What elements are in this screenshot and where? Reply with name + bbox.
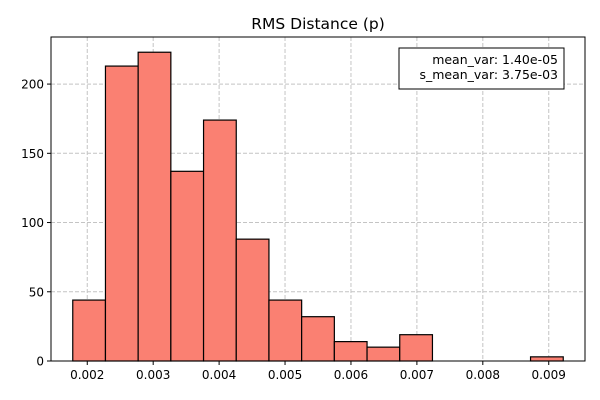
histogram-bar bbox=[529, 356, 564, 362]
x-tick-label: 0.007 bbox=[400, 368, 434, 382]
y-axis: 0 50 100 150 200 bbox=[21, 78, 51, 369]
y-tick-label: 150 bbox=[21, 147, 44, 161]
stats-annotation-box: mean_var: 1.40e-05s_mean_var: 3.75e-03 bbox=[398, 47, 565, 90]
histogram-bar bbox=[235, 238, 270, 362]
x-tick-label: 0.005 bbox=[268, 368, 302, 382]
chart-title: RMS Distance (p) bbox=[251, 15, 385, 33]
x-tick-label: 0.008 bbox=[466, 368, 500, 382]
histogram-bar bbox=[301, 316, 335, 362]
histogram-bar bbox=[268, 299, 303, 362]
y-tick-label: 50 bbox=[29, 285, 44, 299]
y-tick-label: 200 bbox=[21, 78, 44, 92]
histogram-bar bbox=[137, 51, 172, 362]
histogram-bar bbox=[399, 334, 434, 362]
annotation-line: s_mean_var: 3.75e-03 bbox=[419, 67, 558, 82]
y-tick-label: 100 bbox=[21, 216, 44, 230]
histogram-bar bbox=[104, 65, 139, 362]
y-tick-label: 0 bbox=[36, 355, 44, 369]
histogram-bar bbox=[72, 299, 107, 362]
x-tick-label: 0.009 bbox=[532, 368, 566, 382]
x-tick-label: 0.003 bbox=[136, 368, 170, 382]
histogram-bar bbox=[170, 170, 205, 362]
x-axis: 0.002 0.003 0.004 0.005 0.006 0.007 0.008 0.009 bbox=[70, 361, 566, 382]
plot-frame bbox=[50, 36, 586, 362]
histogram-bar bbox=[333, 341, 368, 362]
histogram-bar bbox=[366, 346, 401, 362]
x-tick-label: 0.002 bbox=[70, 368, 104, 382]
annotation-line: mean_var: 1.40e-05 bbox=[432, 52, 558, 67]
x-tick-label: 0.004 bbox=[202, 368, 236, 382]
x-tick-label: 0.006 bbox=[334, 368, 368, 382]
histogram-bar bbox=[202, 119, 237, 362]
annotation-box bbox=[398, 47, 565, 90]
